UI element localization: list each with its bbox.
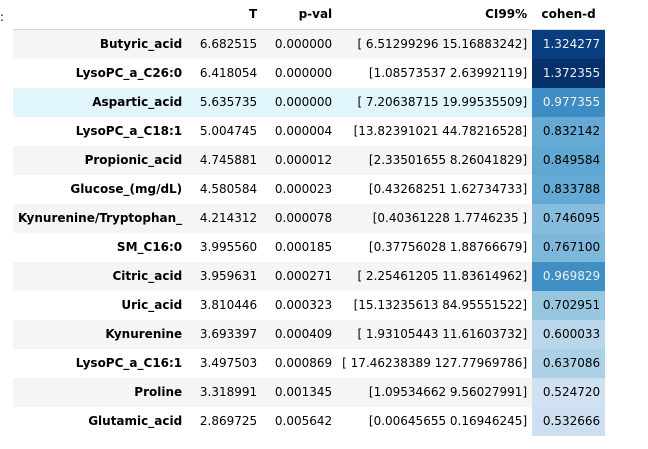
cell-t: 4.580584 [199,182,258,196]
cell-ci99: [0.43268251 1.62734733] [368,182,528,196]
cell-ci99: [2.33501655 8.26041829] [368,153,528,167]
cell-ci99: [0.37756028 1.88766679] [368,240,528,254]
cell-ci99: [1.09534662 9.56027991] [368,385,528,399]
cell-p-val: 0.000023 [274,182,333,196]
dataframe-table: T p-val CI99% cohen-d Butyric_acid 6.6825… [13,0,606,436]
cell-t: 3.959631 [199,269,258,283]
cell-cohen-d: 0.977355 [532,88,606,117]
cell-t: 3.693397 [199,327,258,341]
table-row: Kynurenine 3.693397 0.000409 [ 1.93105443 1… [13,320,606,349]
table-row: Proline 3.318991 0.001345 [1.09534662 9.560… [13,378,606,407]
table-row: Aspartic_acid 5.635735 0.000000 [ 7.2063871… [13,88,606,117]
table-row: Butyric_acid 6.682515 0.000000 [ 6.51299296… [13,29,606,59]
row-label: LysoPC_a_C18:1 [75,124,183,138]
cell-t: 3.995560 [199,240,258,254]
cell-ci99: [ 17.46238389 127.77969786] [342,356,528,370]
cell-ci99: [ 7.20638715 19.99535509] [357,95,528,109]
cell-ci99: [ 6.51299296 15.16883242] [357,37,528,51]
cell-t: 3.497503 [199,356,258,370]
table-row: Propionic_acid 4.745881 0.000012 [2.3350165… [13,146,606,175]
cell-ci99: [ 2.25461205 11.83614962] [357,269,528,283]
cell-p-val: 0.000869 [274,356,333,370]
row-label: Kynurenine/Tryptophan_ [18,211,183,225]
row-label: Glucose_(mg/dL) [70,182,183,196]
header-t: T [187,0,263,30]
cell-p-val: 0.000409 [274,327,333,341]
cell-cohen-d: 0.849584 [532,146,606,175]
cell-p-val: 0.000000 [274,66,333,80]
row-label: Butyric_acid [99,37,183,51]
header-index [13,0,188,30]
row-label: Glutamic_acid [88,414,183,428]
cell-ci99: [1.08573537 2.63992119] [368,66,528,80]
output-prompt-marker: : [0,10,5,24]
cell-t: 5.004745 [199,124,258,138]
cell-p-val: 0.000000 [274,95,333,109]
table-row: SM_C16:0 3.995560 0.000185 [0.37756028 1.88… [13,233,606,262]
row-label: Aspartic_acid [92,95,183,109]
cell-cohen-d: 0.767100 [532,233,606,262]
cell-cohen-d: 1.372355 [532,59,606,88]
cell-t: 6.682515 [199,37,258,51]
table-body: Butyric_acid 6.682515 0.000000 [ 6.51299296… [13,29,606,436]
row-label: Propionic_acid [84,153,183,167]
row-label: Uric_acid [121,298,183,312]
cell-p-val: 0.000012 [274,153,333,167]
cell-cohen-d: 0.702951 [532,291,606,320]
cell-cohen-d: 0.524720 [532,378,606,407]
header-p-val: p-val [262,0,338,30]
cell-t: 6.418054 [199,66,258,80]
cell-p-val: 0.000271 [274,269,333,283]
cell-cohen-d: 0.832142 [532,117,606,146]
cell-ci99: [ 1.93105443 11.61603732] [357,327,528,341]
header-row: T p-val CI99% cohen-d [13,0,606,30]
table-row: LysoPC_a_C16:1 3.497503 0.000869 [ 17.46238… [13,349,606,378]
table-row: Uric_acid 3.810446 0.000323 [15.13235613 84… [13,291,606,320]
cell-p-val: 0.005642 [274,414,333,428]
cell-ci99: [15.13235613 84.95551522] [353,298,528,312]
cell-p-val: 0.000004 [274,124,333,138]
cell-cohen-d: 0.969829 [532,262,606,291]
row-label: LysoPC_a_C16:1 [75,356,183,370]
cell-p-val: 0.000323 [274,298,333,312]
cell-t: 4.745881 [199,153,258,167]
row-label: Citric_acid [112,269,183,283]
row-label: Proline [134,385,183,399]
cell-p-val: 0.000078 [274,211,333,225]
cell-p-val: 0.000185 [274,240,333,254]
table-row: Kynurenine/Tryptophan_ 4.214312 0.000078 [0… [13,204,606,233]
header-ci99: CI99% [337,0,533,30]
cell-t: 4.214312 [199,211,258,225]
cell-p-val: 0.000000 [274,37,333,51]
row-label: LysoPC_a_C26:0 [75,66,183,80]
table-row: Glucose_(mg/dL) 4.580584 0.000023 [0.432682… [13,175,606,204]
cell-t: 3.810446 [199,298,258,312]
cell-cohen-d: 0.600033 [532,320,606,349]
table-row: LysoPC_a_C18:1 5.004745 0.000004 [13.823910… [13,117,606,146]
cell-t: 2.869725 [199,414,258,428]
cell-t: 5.635735 [199,95,258,109]
cell-cohen-d: 1.324277 [532,29,606,59]
cell-p-val: 0.001345 [274,385,333,399]
cell-cohen-d: 0.746095 [532,204,606,233]
table-row: LysoPC_a_C26:0 6.418054 0.000000 [1.0857353… [13,59,606,88]
cell-ci99: [0.40361228 1.7746235 ] [372,211,528,225]
table-header: T p-val CI99% cohen-d [13,0,606,30]
row-label: Kynurenine [105,327,183,341]
cell-cohen-d: 0.833788 [532,175,606,204]
row-label: SM_C16:0 [116,240,183,254]
header-cohen-d: cohen-d [532,0,606,30]
table-row: Glutamic_acid 2.869725 0.005642 [0.00645655… [13,407,606,436]
table-row: Citric_acid 3.959631 0.000271 [ 2.25461205 … [13,262,606,291]
cell-cohen-d: 0.532666 [532,407,606,436]
cell-cohen-d: 0.637086 [532,349,606,378]
cell-t: 3.318991 [199,385,258,399]
cell-ci99: [0.00645655 0.16946245] [368,414,528,428]
cell-ci99: [13.82391021 44.78216528] [353,124,528,138]
